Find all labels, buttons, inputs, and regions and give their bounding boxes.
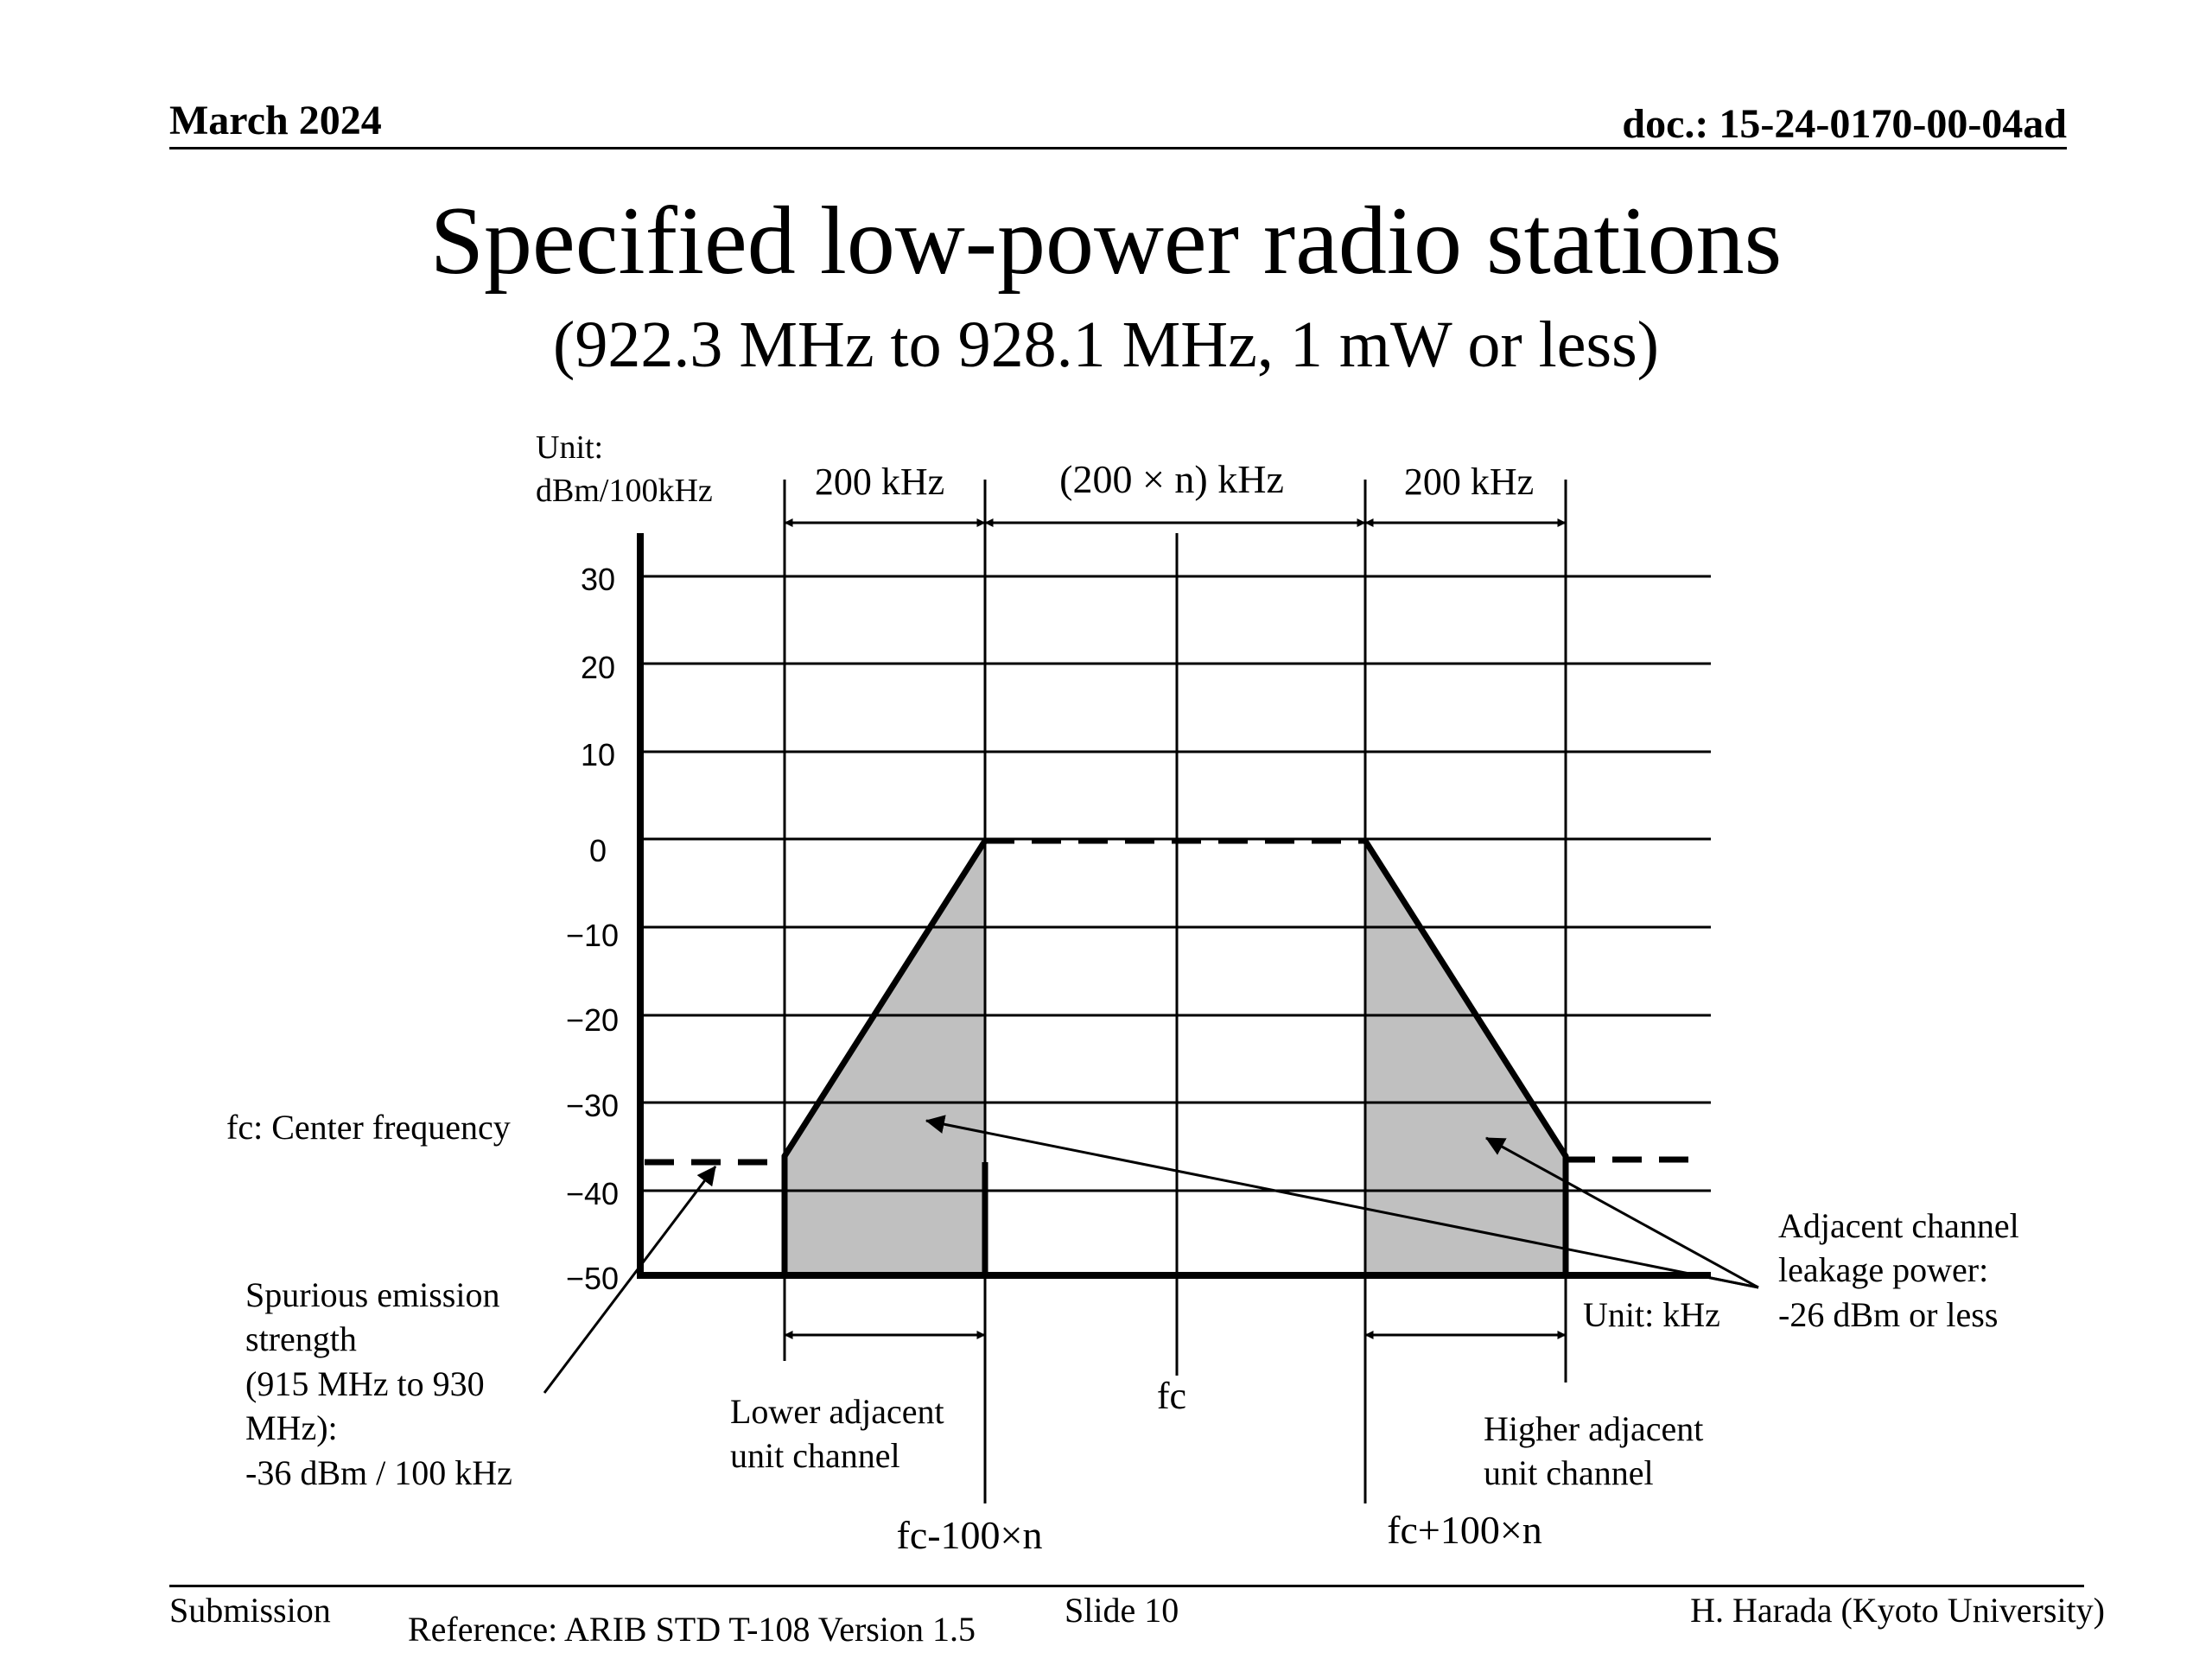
y-unit-label: Unit: [536, 429, 603, 466]
lower-channel-label: Lower adjacent unit channel [730, 1392, 944, 1475]
y-tick-labels: 30 20 10 0 −10 −20 −30 −40 −50 [566, 562, 619, 1296]
spurious-note-line: strength [245, 1319, 357, 1358]
footer-reference: Reference: ARIB STD T-108 Version 1.5 [408, 1610, 976, 1649]
mask-higher-slope [1363, 839, 1569, 1273]
slide-subtitle: (922.3 MHz to 928.1 MHz, 1 mW or less) [553, 308, 1659, 381]
acl-note-line: leakage power: [1778, 1250, 1988, 1289]
header-rule [169, 147, 2067, 149]
y-tick-label: 20 [581, 650, 615, 685]
mask-lower-slope [781, 839, 988, 1273]
footer-author: H. Harada (Kyoto University) [1690, 1591, 2105, 1630]
y-tick-label: −20 [566, 1002, 619, 1038]
fc-label: fc [1157, 1375, 1186, 1417]
spurious-callout-arrow [543, 1166, 717, 1394]
spurious-note-line: (915 MHz to 930 [245, 1364, 485, 1403]
fc-definition-note: fc: Center frequency [226, 1108, 511, 1147]
lower-channel-label-line: Lower adjacent [730, 1392, 944, 1431]
lower-channel-label-line: unit channel [730, 1436, 900, 1475]
higher-channel-label-line: unit channel [1484, 1453, 1654, 1492]
fc-plus-label: fc+100×n [1387, 1508, 1542, 1552]
lower-adjacent-shaded-region [785, 838, 985, 1273]
y-tick-label: 0 [589, 833, 607, 868]
header-doc-id: doc.: 15-24-0170-00-04ad [1622, 101, 2067, 147]
header-date: March 2024 [169, 98, 382, 143]
y-tick-label: 30 [581, 562, 615, 597]
y-tick-label: −50 [566, 1261, 619, 1296]
width-label-left: 200 kHz [815, 461, 944, 503]
footer-slide-number: Slide 10 [1065, 1591, 1179, 1630]
width-label-center: (200 × n) kHz [1059, 457, 1284, 501]
spurious-note-line: MHz): [245, 1408, 338, 1447]
y-tick-label: −30 [566, 1088, 619, 1123]
higher-channel-label-line: Higher adjacent [1484, 1409, 1703, 1448]
y-tick-label: −10 [566, 918, 619, 953]
acl-note: Adjacent channel leakage power: -26 dBm … [1778, 1206, 2019, 1334]
acl-note-line: Adjacent channel [1778, 1206, 2019, 1245]
acl-note-line: -26 dBm or less [1778, 1295, 1998, 1334]
spurious-note-line: -36 dBm / 100 kHz [245, 1453, 512, 1492]
grid-lines [638, 575, 1711, 1192]
slide-title: Specified low-power radio stations [429, 188, 1783, 295]
x-unit-label: Unit: kHz [1583, 1295, 1720, 1334]
y-tick-label: 10 [581, 737, 615, 772]
acl-callout-arrows [925, 1115, 1759, 1289]
fc-minus-label: fc-100×n [897, 1513, 1043, 1557]
footer-submission: Submission [169, 1591, 331, 1630]
footer-rule [169, 1585, 2084, 1587]
width-label-right: 200 kHz [1404, 461, 1534, 503]
y-unit-label: dBm/100kHz [536, 473, 713, 509]
y-tick-label: −40 [566, 1176, 619, 1211]
higher-channel-label: Higher adjacent unit channel [1484, 1409, 1703, 1492]
higher-adjacent-shaded-region [1365, 838, 1566, 1273]
spurious-note-line: Spurious emission [245, 1275, 499, 1314]
spurious-note: Spurious emission strength (915 MHz to 9… [245, 1275, 512, 1492]
